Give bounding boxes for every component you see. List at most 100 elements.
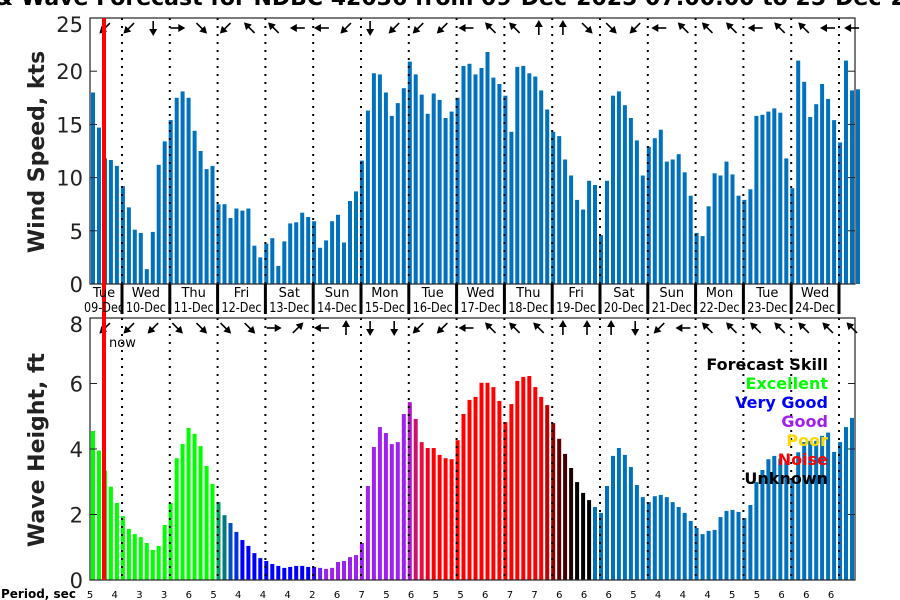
wind-bar: [497, 84, 502, 284]
day-name: Fri: [568, 286, 584, 301]
wave-bar: [270, 564, 275, 580]
direction-arrow-icon: [458, 24, 474, 32]
direction-arrow-icon: [149, 21, 158, 36]
arrow-head: [390, 329, 399, 336]
wave-bar: [616, 448, 621, 580]
wind-bar: [742, 199, 747, 284]
direction-arrow-icon: [171, 322, 183, 334]
wave-bar: [282, 567, 287, 580]
wind-bar: [718, 175, 723, 284]
wind-bar: [754, 115, 759, 285]
period-value: 5: [729, 590, 735, 600]
wave-bar: [246, 545, 251, 580]
y-tick-label: 8: [70, 313, 83, 337]
arrow-head: [651, 24, 659, 32]
wind-bar: [724, 161, 729, 284]
wave-bar: [694, 527, 699, 580]
direction-arrow-icon: [607, 320, 616, 335]
wave-bar: [700, 534, 705, 580]
day-name: Fri: [234, 286, 250, 301]
wind-bar: [784, 158, 789, 284]
wave-bar: [473, 396, 478, 580]
y-tick-label: 15: [56, 113, 83, 137]
day-separator: [359, 284, 363, 314]
arrow-head: [584, 25, 593, 34]
wave-bar: [198, 446, 203, 580]
wave-bar: [605, 486, 609, 580]
day-separator: [694, 284, 698, 314]
wind-bar: [551, 131, 556, 284]
day-separator: [311, 284, 315, 314]
wave-bar: [240, 540, 245, 580]
legend-item: Noise: [778, 450, 828, 469]
wind-bar: [258, 257, 263, 284]
wave-bar: [754, 482, 759, 580]
period-value: 4: [284, 590, 290, 600]
arrow-head: [458, 24, 466, 32]
legend-title: Forecast Skill: [706, 355, 828, 374]
wave-bar: [437, 454, 442, 580]
wave-bar: [730, 509, 735, 580]
direction-arrow-icon: [170, 24, 186, 32]
wind-bar: [616, 91, 621, 285]
period-value: 6: [334, 590, 340, 600]
wind-bar: [186, 97, 191, 284]
wind-bar: [294, 222, 299, 284]
day-name: Tue: [421, 286, 444, 301]
chart-title: & Wave Forecast for NDBC 42036 from 09-D…: [0, 0, 900, 11]
wind-bar: [545, 109, 550, 284]
direction-arrow-icon: [219, 22, 232, 34]
wind-bar: [808, 117, 813, 284]
period-value: 6: [408, 590, 414, 600]
arrow-head: [484, 322, 493, 331]
arrow-head: [822, 322, 831, 331]
wave-bar: [682, 512, 687, 580]
wind-bar: [240, 210, 245, 284]
y-tick-label: 25: [56, 13, 83, 37]
arrow-head: [747, 24, 755, 32]
wind-bar: [521, 65, 526, 285]
period-value: 6: [828, 590, 834, 600]
wind-bar: [407, 61, 412, 284]
legend-item: Poor: [786, 431, 828, 450]
period-value: 5: [754, 590, 760, 600]
day-name: Mon: [706, 286, 733, 301]
period-value: 4: [704, 590, 710, 600]
arrow-head: [558, 20, 567, 27]
wave-bar: [736, 511, 741, 580]
arrow-head: [412, 325, 421, 334]
wave-bar: [479, 382, 484, 580]
wind-bar: [730, 174, 735, 284]
arrow-head: [558, 320, 567, 327]
direction-arrow-icon: [195, 22, 208, 34]
wind-bar: [569, 175, 574, 284]
day-name: Mon: [371, 286, 398, 301]
y-tick-label: 5: [70, 220, 83, 244]
wind-bar: [389, 115, 394, 285]
wave-bar: [676, 507, 681, 580]
day-date: 22-Dec: [700, 301, 740, 316]
arrow-head: [223, 325, 232, 334]
wave-bar: [587, 500, 592, 580]
day-date: 17-Dec: [461, 301, 501, 316]
arrow-head: [247, 325, 256, 334]
wave-bar: [288, 566, 293, 580]
wind-bar: [593, 185, 597, 284]
wind-bar: [766, 111, 771, 284]
wave-bar: [312, 566, 317, 580]
direction-arrow-icon: [774, 22, 786, 34]
arrow-head: [583, 320, 591, 327]
arrow-head: [219, 25, 228, 34]
day-date: 15-Dec: [365, 301, 405, 316]
arrow-head: [147, 325, 156, 334]
day-date: 14-Dec: [317, 301, 357, 316]
wind-bar: [832, 120, 837, 284]
wind-bar: [288, 223, 293, 284]
wind-bar: [563, 159, 568, 284]
wind-bar: [365, 110, 370, 284]
arrow-head: [199, 25, 208, 34]
wave-bar: [174, 458, 179, 580]
period-value: 4: [260, 590, 266, 600]
arrow-head: [123, 25, 132, 34]
day-date: 24-Dec: [795, 301, 835, 316]
